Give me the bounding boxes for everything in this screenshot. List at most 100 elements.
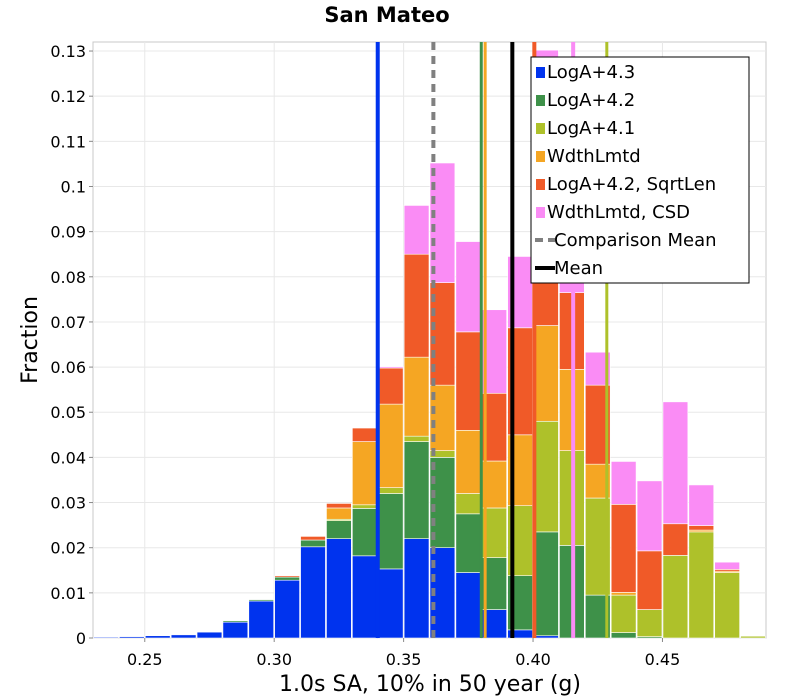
legend-swatch <box>536 123 545 134</box>
bar-segment <box>455 331 482 431</box>
bar-segment <box>662 523 689 556</box>
bar-segment <box>662 555 689 639</box>
y-tick-label: 0.09 <box>50 223 86 242</box>
y-tick-label: 0.05 <box>50 403 86 422</box>
x-tick-label: 0.35 <box>386 650 422 669</box>
legend-label: Mean <box>554 258 603 279</box>
bar-segment <box>222 621 249 639</box>
bar-segment <box>429 162 456 283</box>
bar-segment <box>740 635 766 639</box>
bar-segment <box>610 592 637 596</box>
bar-segment <box>455 572 482 639</box>
x-tick-label: 0.25 <box>127 650 163 669</box>
legend-swatch <box>536 95 545 106</box>
legend-swatch <box>536 207 545 218</box>
bar-segment <box>352 508 378 557</box>
bar-segment <box>326 507 352 520</box>
bar-segment <box>610 504 637 593</box>
bar-segment <box>352 504 378 509</box>
y-tick-label: 0.1 <box>61 177 86 196</box>
legend-label: WdthLmtd, CSD <box>547 202 690 223</box>
bar-segment <box>377 366 404 369</box>
bar-segment <box>610 632 637 639</box>
bar-segment <box>610 594 637 633</box>
bar-segment <box>403 356 430 437</box>
y-tick-label: 0.06 <box>50 358 86 377</box>
bar-segment <box>455 430 482 494</box>
y-tick-label: 0.12 <box>50 87 86 106</box>
bar-segment <box>377 493 404 570</box>
bar-segment <box>455 241 482 333</box>
bar-segment <box>300 536 326 541</box>
bar-segment <box>636 609 663 637</box>
bar-segment <box>533 635 559 639</box>
legend-label: LogA+4.3 <box>547 62 635 83</box>
bar-segment <box>688 525 715 531</box>
bar-segment <box>248 599 274 602</box>
bar-segment <box>222 620 249 623</box>
bar-segment <box>403 441 430 539</box>
y-axis-label: Fraction <box>18 296 43 384</box>
legend-label: LogA+4.2, SqrtLen <box>547 174 716 195</box>
legend-box <box>530 56 750 284</box>
y-tick-label: 0.01 <box>50 584 86 603</box>
bar-segment <box>662 401 689 525</box>
y-tick-label: 0.11 <box>50 132 86 151</box>
bar-segment <box>377 403 404 488</box>
legend-label: WdthLmtd <box>547 146 641 167</box>
y-tick-label: 0.02 <box>50 539 86 558</box>
bar-segment <box>636 480 663 552</box>
legend-swatch <box>536 151 545 162</box>
x-tick-label: 0.45 <box>645 650 681 669</box>
bar-segment <box>714 561 740 570</box>
x-tick-label: 0.40 <box>515 650 551 669</box>
chart-title: San Mateo <box>324 3 449 27</box>
bar-segment <box>377 367 404 405</box>
legend: LogA+4.3 LogA+4.2 LogA+4.1 WdthLmtd LogA+4.2… <box>530 56 750 284</box>
bar-segment <box>533 531 559 637</box>
x-axis: 0.25 0.30 0.35 0.40 0.45 <box>127 638 680 669</box>
legend-swatch <box>536 179 545 190</box>
bar-segment <box>403 205 430 255</box>
bar-segment <box>714 572 740 639</box>
x-tick-label: 0.30 <box>256 650 292 669</box>
legend-label: LogA+4.1 <box>547 118 635 139</box>
y-tick-label: 0 <box>76 629 86 648</box>
bar-segment <box>93 636 119 639</box>
bar-segment <box>326 503 352 509</box>
bar-segment <box>455 493 482 515</box>
bar-segment <box>403 538 430 639</box>
y-tick-label: 0.08 <box>50 268 86 287</box>
bar-segment <box>377 487 404 494</box>
legend-label: LogA+4.2 <box>547 90 635 111</box>
bar-segment <box>248 600 274 639</box>
y-tick-label: 0.13 <box>50 42 86 61</box>
bar-segment <box>352 441 378 506</box>
bar-segment <box>455 513 482 573</box>
bar-segment <box>403 435 430 442</box>
bar-segment <box>300 539 326 548</box>
bar-segment <box>274 579 300 639</box>
bar-segment <box>326 520 352 539</box>
bar-segment <box>352 427 378 442</box>
bar-segment <box>403 253 430 358</box>
bar-segment <box>274 576 300 581</box>
bar-segment <box>610 461 637 505</box>
bar-segment <box>144 635 171 639</box>
bar-segment <box>636 550 663 610</box>
bar-segment <box>274 575 300 578</box>
bar-segment <box>352 555 378 639</box>
y-tick-label: 0.03 <box>50 494 86 513</box>
y-tick-label: 0.04 <box>50 448 86 467</box>
bar-segment <box>533 325 559 422</box>
bar-segment <box>326 538 352 639</box>
bar-segment <box>688 531 715 639</box>
bar-segment <box>300 546 326 639</box>
bar-segment <box>688 484 715 526</box>
y-tick-label: 0.07 <box>50 313 86 332</box>
bar-segment <box>170 634 197 639</box>
bar-segment <box>196 631 223 639</box>
bar-segment <box>533 420 559 533</box>
x-axis-label: 1.0s SA, 10% in 50 year (g) <box>279 672 581 697</box>
